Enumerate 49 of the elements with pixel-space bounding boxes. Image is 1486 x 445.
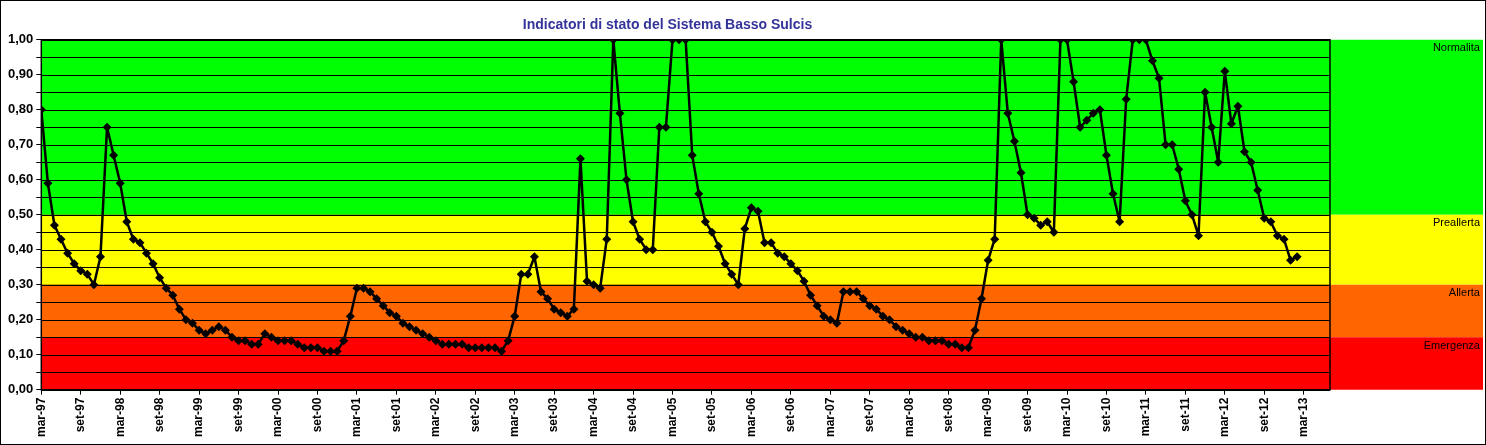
x-tick-label: mar-09 xyxy=(980,397,995,437)
x-tick-label: set-08 xyxy=(940,397,955,433)
y-tick-label: 0,40 xyxy=(7,241,34,257)
x-tick-label: mar-06 xyxy=(743,397,758,437)
x-tick-label: set-00 xyxy=(309,397,324,433)
x-tick-label: mar-04 xyxy=(585,397,600,437)
x-tick-label: mar-02 xyxy=(428,397,443,437)
x-tick-label: mar-97 xyxy=(33,397,48,437)
y-tick-label: 1,00 xyxy=(7,31,34,47)
x-tick-label: mar-98 xyxy=(112,397,127,437)
x-tick-label: mar-12 xyxy=(1217,397,1232,437)
x-tick-label: mar-13 xyxy=(1296,397,1311,437)
x-tick-label: mar-11 xyxy=(1138,397,1153,437)
band-label: Preallerta xyxy=(1432,216,1481,229)
x-tick-label: set-12 xyxy=(1256,397,1271,433)
x-tick-label: set-98 xyxy=(151,397,166,433)
x-tick-label: set-06 xyxy=(783,397,798,433)
y-tick-label: 0,10 xyxy=(7,346,34,362)
x-tick-label: set-09 xyxy=(1019,397,1034,433)
y-tick-label: 0,20 xyxy=(7,311,34,327)
x-tick-label: mar-08 xyxy=(901,397,916,437)
y-tick-label: 0,00 xyxy=(7,381,34,397)
x-tick-label: mar-03 xyxy=(507,397,522,437)
x-tick-label: mar-10 xyxy=(1059,397,1074,437)
x-tick-label: set-99 xyxy=(230,397,245,433)
y-tick-label: 0,60 xyxy=(7,171,34,187)
x-tick-label: set-05 xyxy=(704,397,719,433)
x-tick-label: mar-07 xyxy=(822,397,837,437)
x-tick-label: set-10 xyxy=(1098,397,1113,433)
x-tick-label: set-11 xyxy=(1177,397,1192,432)
x-tick-label: set-04 xyxy=(625,397,640,433)
x-tick-label: mar-00 xyxy=(270,397,285,437)
y-tick-label: 0,30 xyxy=(7,276,34,292)
x-tick-label: set-01 xyxy=(388,397,403,433)
x-tick-label: set-02 xyxy=(467,397,482,433)
x-tick-label: set-03 xyxy=(546,397,561,433)
x-tick-label: mar-99 xyxy=(191,397,206,437)
chart-title: Indicatori di stato del Sistema Basso Sulcis xyxy=(522,16,813,33)
band-label: Normalita xyxy=(1432,41,1481,54)
x-tick-label: mar-01 xyxy=(349,397,364,437)
y-tick-label: 0,90 xyxy=(7,66,34,82)
band-label: Emergenza xyxy=(1423,338,1481,351)
y-tick-label: 0,70 xyxy=(7,136,34,152)
x-tick-label: set-97 xyxy=(73,397,88,433)
y-tick-label: 0,80 xyxy=(7,101,34,117)
band-label: Allerta xyxy=(1448,286,1481,299)
y-tick-label: 0,50 xyxy=(7,206,34,222)
x-tick-label: set-07 xyxy=(862,397,877,433)
x-tick-label: mar-05 xyxy=(664,397,679,437)
